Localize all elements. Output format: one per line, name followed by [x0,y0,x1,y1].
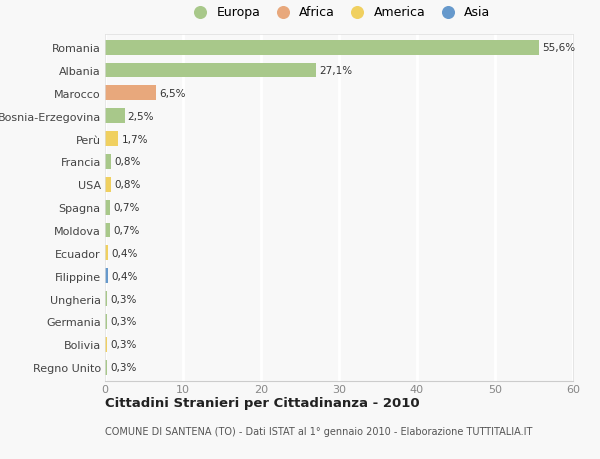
Text: 55,6%: 55,6% [542,43,575,53]
Text: Cittadini Stranieri per Cittadinanza - 2010: Cittadini Stranieri per Cittadinanza - 2… [105,396,419,409]
Text: 0,3%: 0,3% [110,317,137,327]
Text: 0,4%: 0,4% [111,248,137,258]
Bar [105,246,108,261]
Text: 0,7%: 0,7% [113,225,140,235]
Legend: Europa, Africa, America, Asia: Europa, Africa, America, Asia [185,4,493,22]
Text: 0,3%: 0,3% [110,362,137,372]
Bar [105,132,118,147]
Text: 1,7%: 1,7% [121,134,148,144]
Text: 0,8%: 0,8% [115,180,141,190]
Text: 6,5%: 6,5% [159,89,185,99]
Bar [105,314,107,329]
Text: 2,5%: 2,5% [128,112,154,122]
Bar [105,269,108,284]
Bar [105,109,125,124]
Bar [105,291,107,306]
Bar [105,86,156,101]
Bar [105,178,111,192]
Bar [105,337,107,352]
Bar [105,223,110,238]
Text: 0,7%: 0,7% [113,203,140,213]
Text: 0,3%: 0,3% [110,340,137,349]
Text: 0,3%: 0,3% [110,294,137,304]
Text: 0,4%: 0,4% [111,271,137,281]
Text: COMUNE DI SANTENA (TO) - Dati ISTAT al 1° gennaio 2010 - Elaborazione TUTTITALIA: COMUNE DI SANTENA (TO) - Dati ISTAT al 1… [105,426,532,436]
Bar [105,41,539,56]
Bar [105,155,111,169]
Text: 27,1%: 27,1% [320,66,353,76]
Text: 0,8%: 0,8% [115,157,141,167]
Bar [105,360,107,375]
Bar [105,63,316,78]
Bar [105,200,110,215]
